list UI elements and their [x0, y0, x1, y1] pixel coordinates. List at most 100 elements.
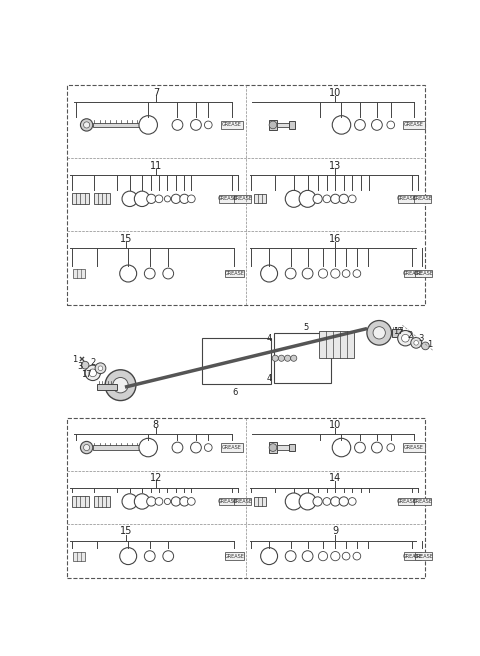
Bar — [93, 445, 145, 450]
Text: 3: 3 — [418, 335, 423, 344]
Circle shape — [171, 194, 180, 203]
Text: GREASE: GREASE — [222, 123, 242, 127]
Circle shape — [81, 361, 89, 369]
Text: GREASE: GREASE — [225, 554, 244, 559]
Circle shape — [372, 442, 382, 453]
Text: 16: 16 — [329, 234, 341, 244]
Circle shape — [147, 497, 156, 506]
Circle shape — [353, 270, 361, 277]
Text: 7: 7 — [153, 88, 159, 98]
Circle shape — [144, 268, 155, 279]
Circle shape — [373, 327, 385, 339]
Circle shape — [398, 331, 413, 346]
Circle shape — [355, 119, 365, 131]
Bar — [221, 443, 243, 452]
Text: GREASE: GREASE — [233, 499, 253, 504]
Text: GREASE: GREASE — [397, 499, 417, 504]
Circle shape — [95, 363, 106, 374]
Circle shape — [348, 195, 356, 203]
Circle shape — [285, 355, 291, 361]
Text: 5: 5 — [303, 323, 309, 332]
Text: 15: 15 — [120, 234, 132, 244]
Circle shape — [113, 377, 128, 393]
Bar — [269, 119, 277, 131]
Text: GREASE: GREASE — [222, 445, 242, 450]
Circle shape — [323, 498, 331, 505]
Circle shape — [411, 337, 421, 348]
Circle shape — [339, 497, 348, 506]
Bar — [398, 498, 415, 505]
Circle shape — [172, 119, 183, 131]
Circle shape — [120, 265, 137, 282]
Text: 15: 15 — [120, 527, 132, 537]
Circle shape — [331, 269, 340, 278]
Text: GREASE: GREASE — [402, 554, 422, 559]
Circle shape — [171, 497, 180, 506]
Text: GREASE: GREASE — [225, 271, 244, 276]
Text: GREASE: GREASE — [404, 123, 424, 127]
Bar — [404, 552, 421, 560]
Circle shape — [261, 265, 277, 282]
Bar — [67, 85, 425, 305]
Text: 10: 10 — [329, 420, 341, 430]
Circle shape — [147, 194, 156, 203]
Bar — [289, 121, 295, 129]
Circle shape — [191, 119, 201, 131]
Circle shape — [332, 438, 351, 457]
Bar — [414, 195, 431, 203]
Circle shape — [285, 268, 296, 279]
Bar — [93, 123, 145, 127]
Circle shape — [285, 190, 302, 207]
Bar — [73, 552, 84, 561]
Circle shape — [164, 195, 170, 202]
Circle shape — [331, 497, 340, 506]
Circle shape — [84, 122, 90, 128]
Bar — [219, 498, 236, 505]
Circle shape — [299, 493, 316, 510]
Circle shape — [421, 342, 429, 350]
Text: 4: 4 — [266, 374, 272, 382]
Text: 1: 1 — [72, 356, 77, 364]
Bar — [219, 195, 236, 203]
Circle shape — [313, 194, 322, 203]
Bar — [254, 497, 266, 506]
Circle shape — [285, 551, 296, 562]
Bar — [398, 195, 415, 203]
Circle shape — [120, 548, 137, 565]
Bar — [202, 338, 271, 384]
Circle shape — [163, 551, 174, 562]
Circle shape — [155, 195, 163, 203]
Circle shape — [180, 497, 189, 506]
Bar — [269, 442, 277, 453]
Circle shape — [342, 552, 350, 560]
Bar — [289, 443, 295, 451]
Text: GREASE: GREASE — [414, 271, 434, 276]
Bar — [94, 496, 110, 507]
Text: 17: 17 — [393, 327, 404, 336]
Text: GREASE: GREASE — [402, 271, 422, 276]
Circle shape — [204, 443, 212, 451]
Circle shape — [188, 195, 195, 203]
Circle shape — [163, 268, 174, 279]
Text: 6: 6 — [232, 388, 238, 397]
Circle shape — [89, 369, 96, 377]
Bar — [73, 269, 84, 278]
Bar — [415, 270, 432, 277]
Circle shape — [331, 194, 340, 203]
Text: GREASE: GREASE — [412, 499, 432, 504]
Text: 1: 1 — [427, 340, 432, 349]
Text: 11: 11 — [150, 161, 162, 171]
Circle shape — [164, 499, 170, 504]
Bar — [254, 194, 266, 203]
Text: 2: 2 — [90, 358, 96, 367]
Bar — [72, 194, 89, 204]
Circle shape — [204, 121, 212, 129]
Circle shape — [387, 121, 395, 129]
Circle shape — [85, 365, 100, 380]
Circle shape — [299, 190, 316, 207]
Bar — [72, 496, 89, 507]
Circle shape — [122, 191, 137, 207]
Circle shape — [122, 494, 137, 509]
Bar — [274, 333, 332, 383]
Circle shape — [144, 551, 155, 562]
